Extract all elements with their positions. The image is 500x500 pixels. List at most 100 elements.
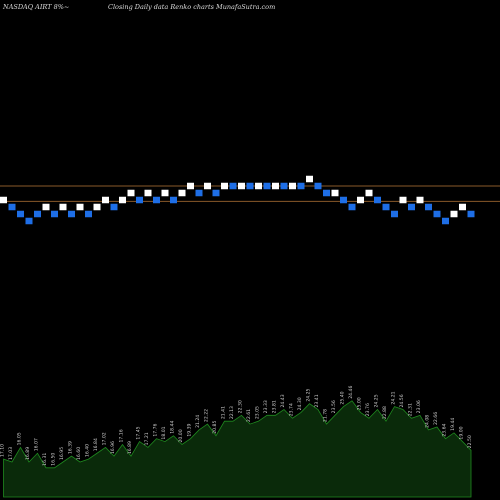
renko-brick-down [314,182,322,190]
volume-label: 22.13 [229,406,235,419]
volume-label: 23.06 [416,400,422,413]
volume-label: 16.07 [34,438,40,451]
renko-brick-down [212,189,220,197]
volume-area [3,400,472,498]
renko-brick-down [153,196,160,204]
renko-brick-down [323,189,330,197]
renko-brick-down [408,203,415,211]
volume-label: 22.50 [467,435,473,448]
renko-brick-up [187,182,194,190]
renko-brick-up [272,182,279,190]
volume-label: 22.66 [433,412,439,425]
renko-brick-down [110,203,118,211]
renko-brick-down [348,203,356,211]
volume-label: 17.03 [8,447,14,460]
renko-brick-down [136,196,143,204]
volume-label: 22.31 [408,403,414,416]
renko-brick-up [416,196,424,204]
renko-brick-down [34,210,41,218]
renko-brick-down [433,210,441,218]
volume-label: 23.74 [289,403,295,416]
volume-label: 23.76 [365,403,371,416]
volume-label: 16.95 [59,447,65,460]
renko-brick-up [255,182,262,190]
renko-brick-down [51,210,58,218]
renko-brick-down [68,210,75,218]
renko-brick-down [467,210,475,218]
volume-label: 17.16 [119,429,125,442]
renko-brick-up [459,203,466,211]
volume-label: 16.89 [25,447,31,460]
renko-brick-up [450,210,458,218]
volume-label: 23.33 [263,400,269,413]
volume-label: 16.50 [51,453,57,466]
renko-brick-up [119,196,126,204]
volume-label: 17.45 [136,426,142,439]
volume-label: 16.31 [42,453,48,466]
volume-label: 23.41 [314,394,320,407]
volume-label: 18.44 [170,421,176,434]
renko-brick-up [144,189,152,197]
renko-brick-down [280,182,288,190]
renko-brick-down [85,210,92,218]
renko-brick-up [0,196,7,204]
volume-label: 16.84 [93,438,99,451]
volume-label: 23.64 [442,423,448,436]
renko-brick-up [102,196,109,204]
volume-label: 22.22 [204,409,210,422]
volume-label: 17.02 [102,432,108,445]
renko-bricks [0,175,475,225]
volume-label: 21.24 [195,415,201,428]
volume-label: 24.08 [425,415,431,428]
volume-label: 25.00 [357,397,363,410]
volume-label: 21.78 [323,409,329,422]
volume-label: 24.46 [348,386,354,399]
renko-brick-down [246,182,254,190]
volume-label: 22.88 [382,406,388,419]
volume-label: 24.25 [306,388,312,401]
renko-brick-down [340,196,347,204]
volume-label: 17.10 [0,444,6,457]
volume-label: 22.30 [238,400,244,413]
renko-brick-up [204,182,211,190]
volume-label: 16.96 [110,441,116,454]
renko-brick-down [17,210,24,218]
volume-label: 23.81 [272,400,278,413]
volume-label: 20.85 [212,421,218,434]
volume-label: 20.00 [178,429,184,442]
volume-label: 22.61 [246,409,252,422]
renko-brick-up [42,203,50,211]
renko-brick-down [195,189,203,197]
renko-brick-up [93,203,101,211]
renko-brick-up [331,189,339,197]
renko-brick-up [399,196,407,204]
renko-brick-down [442,217,449,225]
volume-label: 16.60 [76,447,82,460]
volume-label: 16.39 [68,441,74,454]
volume-label: 24.43 [280,394,286,407]
volume-label: 16.05 [17,432,23,445]
volume-label: 17.21 [144,432,150,445]
renko-brick-down [425,203,432,211]
renko-brick-up [221,182,228,190]
renko-brick-up [357,196,364,204]
volume-area-path [3,400,472,498]
renko-brick-down [8,203,16,211]
renko-brick-down [25,217,33,225]
renko-brick-up [76,203,84,211]
renko-brick-down [297,182,305,190]
volume-label: 18.01 [161,426,167,439]
volume-label: 24.30 [297,397,303,410]
renko-brick-down [170,196,177,204]
volume-label: 19.39 [187,423,193,436]
volume-label: 25.40 [340,391,346,404]
renko-brick-up [161,189,169,197]
volume-label: 23.05 [255,406,261,419]
renko-brick-up [306,175,313,183]
chart-header-right: Closing Daily data Renko charts MunafaSu… [108,3,276,11]
renko-brick-up [289,182,296,190]
renko-brick-down [229,182,237,190]
volume-label: 24.56 [399,394,405,407]
